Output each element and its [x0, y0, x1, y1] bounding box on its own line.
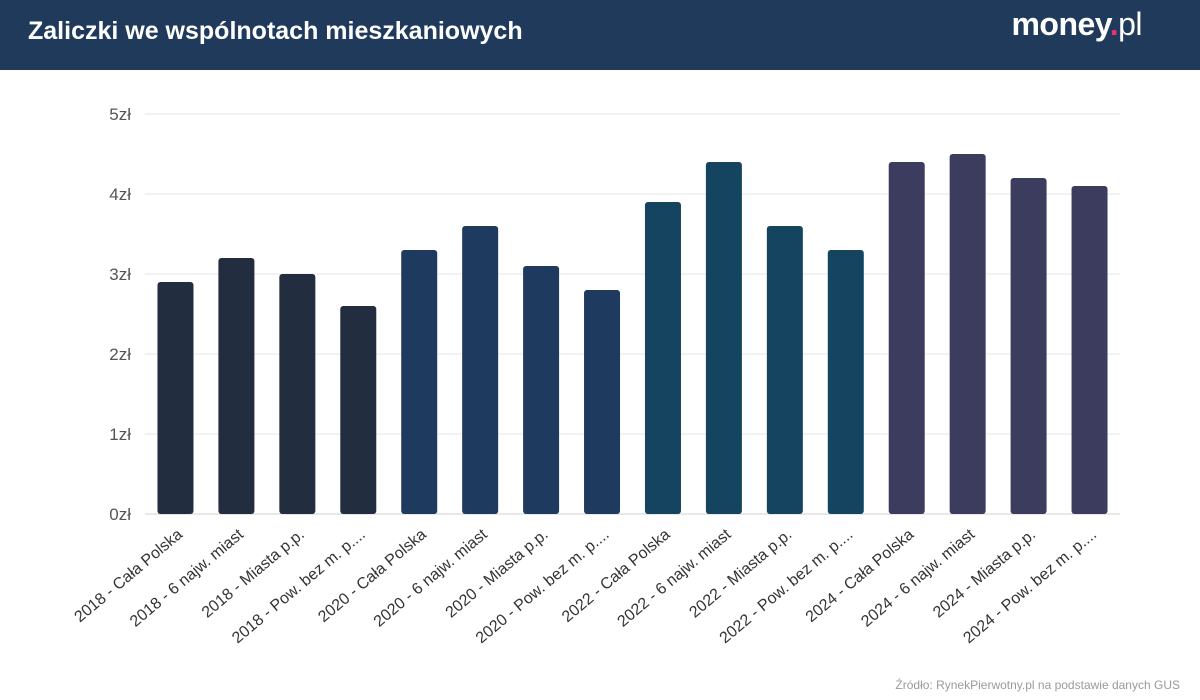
x-tick-label: 2020 - Miasta p.p. — [443, 526, 552, 621]
bar[interactable] — [888, 162, 925, 514]
y-tick-label: 4zł — [109, 185, 131, 204]
page-title: Zaliczki we wspólnotach mieszkaniowych — [28, 17, 523, 45]
bar[interactable] — [644, 202, 681, 514]
x-tick-label: 2018 - Cała Polska — [72, 526, 187, 626]
x-tick-label: 2022 - 6 najw. miast — [615, 526, 735, 631]
x-tick-label: 2022 - Miasta p.p. — [686, 526, 795, 621]
brand-logo[interactable]: money.pl — [1011, 6, 1142, 43]
x-tick-label: 2018 - 6 najw. miast — [127, 526, 247, 631]
bar[interactable] — [218, 258, 255, 514]
x-tick-label: 2024 - 6 najw. miast — [858, 526, 978, 631]
x-tick-label: 2024 - Miasta p.p. — [930, 526, 1039, 621]
bars — [157, 154, 1108, 514]
y-tick-label: 2zł — [109, 345, 131, 364]
y-tick-label: 3zł — [109, 265, 131, 284]
x-tick-label: 2020 - Cała Polska — [315, 526, 430, 626]
logo-main: money — [1011, 6, 1110, 42]
bar[interactable] — [705, 162, 742, 514]
bar[interactable] — [462, 226, 499, 514]
y-tick-label: 0zł — [109, 505, 131, 524]
bar[interactable] — [766, 226, 803, 514]
x-tick-label: 2022 - Cała Polska — [559, 526, 674, 626]
bar[interactable] — [1010, 178, 1047, 514]
logo-dot: . — [1109, 6, 1119, 42]
y-tick-label: 1zł — [109, 425, 131, 444]
bar[interactable] — [157, 282, 194, 514]
header-bar: Zaliczki we wspólnotach mieszkaniowych m… — [0, 0, 1200, 70]
bar[interactable] — [340, 306, 377, 514]
y-axis-ticks: 0zł 1zł 2zł 3zł 4zł 5zł — [109, 105, 131, 524]
bar[interactable] — [827, 250, 864, 514]
bar[interactable] — [949, 154, 986, 514]
bar[interactable] — [279, 274, 316, 514]
logo-tld: pl — [1118, 6, 1142, 42]
bar[interactable] — [584, 290, 621, 514]
bar[interactable] — [401, 250, 438, 514]
x-tick-label: 2020 - 6 najw. miast — [371, 526, 491, 631]
source-note: Źródło: RynekPierwotny.pl na podstawie d… — [895, 678, 1180, 692]
bar[interactable] — [523, 266, 560, 514]
bar-chart: 0zł 1zł 2zł 3zł 4zł 5zł 2018 - Cała Polska201… — [72, 105, 1120, 647]
x-tick-label: 2018 - Miasta p.p. — [199, 526, 308, 621]
y-tick-label: 5zł — [109, 105, 131, 124]
x-tick-label: 2024 - Cała Polska — [803, 526, 918, 626]
bar[interactable] — [1071, 186, 1108, 514]
